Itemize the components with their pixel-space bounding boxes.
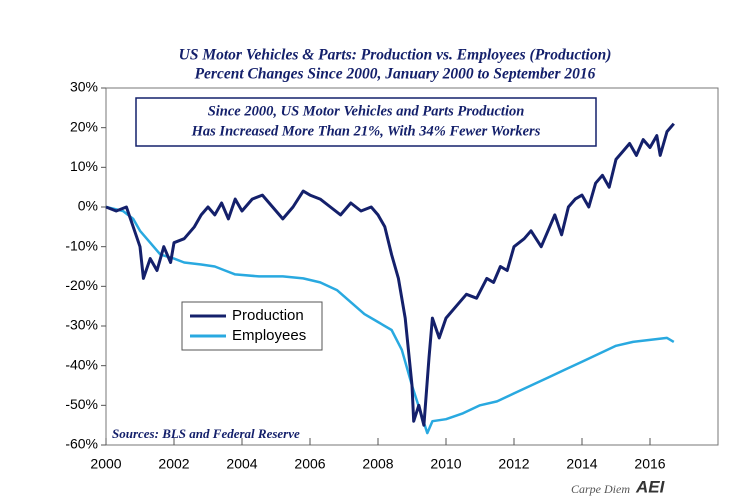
x-tick-label: 2000 xyxy=(90,456,121,472)
y-tick-label: -30% xyxy=(65,317,98,333)
y-tick-label: -60% xyxy=(65,436,98,452)
x-tick-label: 2012 xyxy=(498,456,529,472)
x-tick-label: 2014 xyxy=(566,456,597,472)
y-tick-label: -50% xyxy=(65,396,98,412)
y-tick-label: -20% xyxy=(65,277,98,293)
x-tick-label: 2008 xyxy=(362,456,393,472)
annotation: Since 2000, US Motor Vehicles and Parts … xyxy=(208,103,525,119)
x-tick-label: 2010 xyxy=(430,456,461,472)
y-tick-label: 20% xyxy=(70,118,98,134)
y-tick-label: 0% xyxy=(78,198,98,214)
chart-subtitle: Percent Changes Since 2000, January 2000… xyxy=(195,66,596,83)
annotation: Has Increased More Than 21%, With 34% Fe… xyxy=(191,123,541,139)
x-tick-label: 2016 xyxy=(634,456,665,472)
series-line xyxy=(105,122,675,427)
legend-label: Production xyxy=(232,307,304,324)
y-tick-label: -10% xyxy=(65,237,98,253)
annotation-box xyxy=(135,97,597,147)
plot-frame xyxy=(105,87,719,446)
y-tick-label: -40% xyxy=(65,356,98,372)
x-tick-label: 2006 xyxy=(294,456,325,472)
y-tick-label: 10% xyxy=(70,158,98,174)
source: Sources: BLS and Federal Reserve xyxy=(112,426,300,441)
x-tick-label: 2002 xyxy=(158,456,189,472)
series-line xyxy=(105,205,675,435)
legend-box xyxy=(181,301,323,351)
y-tick-label: 30% xyxy=(70,79,98,95)
legend-label: Employees xyxy=(232,327,306,344)
chart-title: US Motor Vehicles & Parts: Production vs… xyxy=(179,47,612,64)
credit: Carpe Diem xyxy=(571,482,630,496)
logo: AEI xyxy=(635,477,666,496)
x-tick-label: 2004 xyxy=(226,456,257,472)
